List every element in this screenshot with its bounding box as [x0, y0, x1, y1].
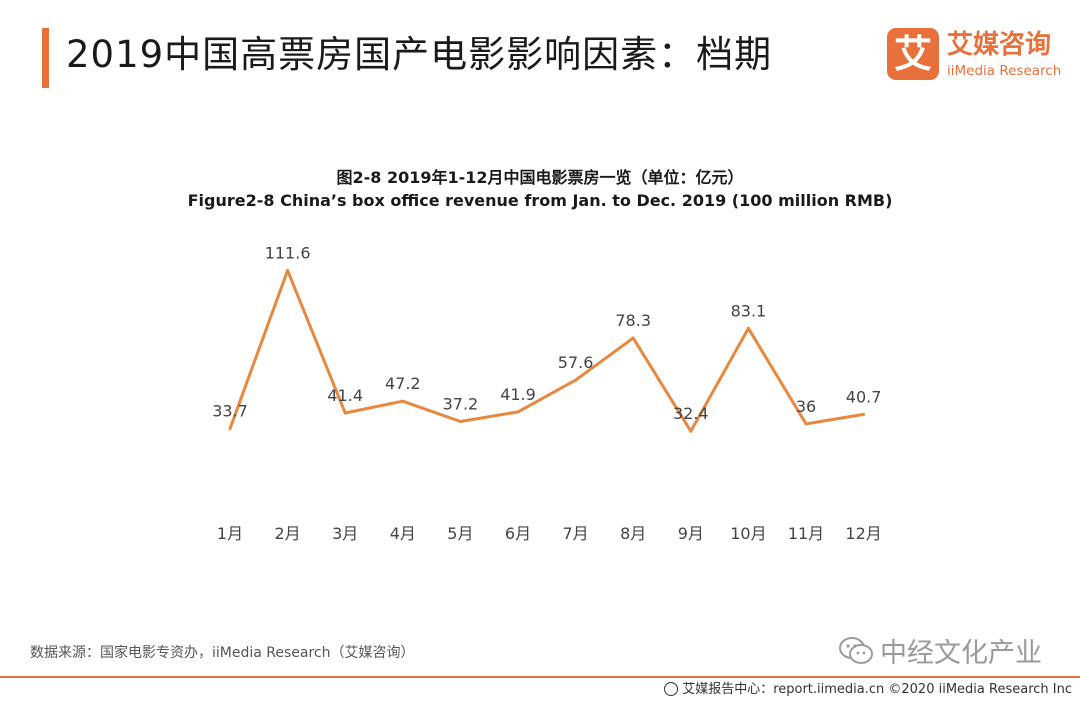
logo-name-cn: 艾媒咨询 [947, 30, 1052, 60]
x-tick-label: 6月 [505, 524, 531, 543]
watermark: 中经文化产业 [838, 634, 1042, 674]
footer-divider [0, 676, 1080, 678]
x-tick-label: 9月 [678, 524, 704, 543]
data-point [574, 378, 578, 382]
x-tick-label: 4月 [390, 524, 416, 543]
data-label: 41.9 [500, 385, 536, 404]
x-tick-label: 1月 [217, 524, 243, 543]
data-label: 32.4 [673, 404, 709, 423]
logo-name-en: iiMedia Research [947, 63, 1062, 79]
series-line [228, 269, 864, 433]
data-point [746, 326, 750, 330]
x-tick-label: 10月 [730, 524, 766, 543]
chart-subtitle: Figure2-8 China’s box office revenue fro… [187, 191, 893, 210]
title-accent-bar [42, 28, 49, 88]
data-label: 36 [796, 397, 816, 416]
data-point [458, 419, 462, 423]
data-point [343, 411, 347, 415]
logo-mark-icon: 艾 [887, 28, 939, 80]
data-point [804, 422, 808, 426]
data-point [689, 429, 693, 433]
data-label: 41.4 [327, 386, 363, 405]
data-point [862, 412, 866, 416]
globe-icon [664, 682, 679, 696]
x-tick-label: 5月 [447, 524, 473, 543]
footer: 艾媒报告中心：report.iimedia.cn ©2020 iiMedia R… [664, 680, 1072, 700]
footer-text: 艾媒报告中心：report.iimedia.cn ©2020 iiMedia R… [682, 682, 1072, 697]
data-label: 37.2 [443, 394, 479, 413]
x-tick-label: 12月 [845, 524, 881, 543]
chart-title: 图2-8 2019年1-12月中国电影票房一览（单位：亿元） [336, 168, 744, 187]
data-point [401, 399, 405, 403]
x-tick-label: 11月 [788, 524, 824, 543]
data-point [631, 336, 635, 340]
wechat-icon [839, 637, 873, 664]
watermark-text: 中经文化产业 [880, 638, 1042, 669]
data-label: 47.2 [385, 374, 421, 393]
data-source: 数据来源：国家电影专资办，iiMedia Research（艾媒咨询） [30, 645, 415, 661]
data-label: 83.1 [731, 301, 767, 320]
data-label: 111.6 [265, 243, 311, 262]
x-tick-label: 8月 [620, 524, 646, 543]
data-label: 57.6 [558, 353, 594, 372]
data-point [228, 427, 232, 431]
data-label: 33.7 [212, 402, 248, 421]
x-tick-label: 7月 [563, 524, 589, 543]
data-point [516, 410, 520, 414]
x-tick-label: 3月 [332, 524, 358, 543]
data-label: 40.7 [846, 387, 882, 406]
iimedia-logo: 艾 艾媒咨询 iiMedia Research [887, 28, 1067, 82]
data-point [286, 268, 290, 272]
x-tick-label: 2月 [275, 524, 301, 543]
page-title: 2019中国高票房国产电影影响因素：档期 [66, 33, 773, 76]
data-label: 78.3 [615, 311, 651, 330]
